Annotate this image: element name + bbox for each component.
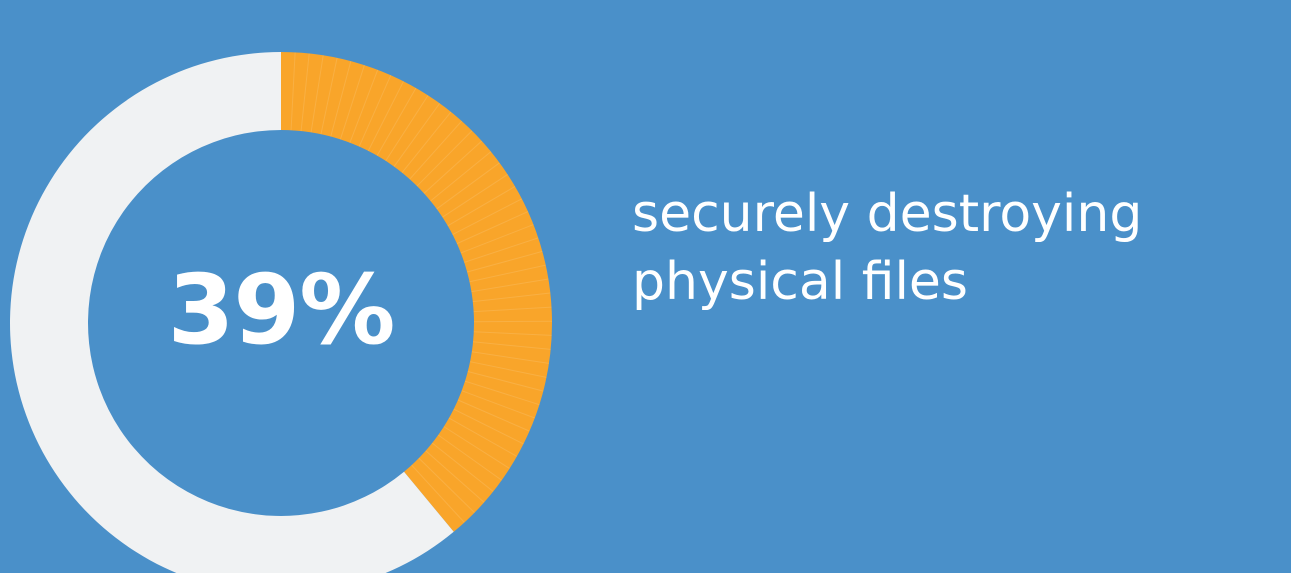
donut-segment-line xyxy=(430,151,492,202)
donut-segment-line xyxy=(409,120,463,180)
donut-segment-line xyxy=(401,111,452,173)
donut-segment-line xyxy=(349,69,379,143)
donut-segment-line xyxy=(464,380,540,406)
donut-segment-line xyxy=(471,278,549,293)
donut-segment-line xyxy=(464,237,539,263)
donut-segment-line xyxy=(471,351,550,364)
donut-segment-line xyxy=(300,53,310,132)
donut-segment-line xyxy=(367,81,404,152)
donut-segment-line xyxy=(411,464,465,523)
donut-segment-line xyxy=(320,57,338,135)
donut-segment-line xyxy=(457,399,530,432)
donut-segment-line xyxy=(431,442,494,492)
donut-segment-line xyxy=(456,211,529,245)
donut-segment-line xyxy=(437,434,503,481)
percent-value-label: 39% xyxy=(167,254,396,366)
donut-segment-line xyxy=(443,426,510,469)
donut-slice-remainder xyxy=(10,52,454,573)
donut-segment-line xyxy=(418,457,475,514)
donut-segment-line xyxy=(461,390,535,419)
donut-segment-line xyxy=(467,250,543,273)
donut-segment-line xyxy=(447,186,516,227)
donut-segment-line xyxy=(442,174,508,218)
description-line-2: physical files xyxy=(632,252,968,312)
donut-segment-line xyxy=(376,87,417,156)
description-line-1: securely destroying xyxy=(632,184,1143,244)
donut-segment-line xyxy=(310,55,324,133)
donut-segment-line xyxy=(425,450,485,503)
donut-slice-highlight xyxy=(281,52,552,532)
donut-segment-line xyxy=(467,371,544,392)
donut-segment-line xyxy=(416,130,473,187)
donut-segment-line xyxy=(330,61,352,137)
donut-segment-line xyxy=(385,95,429,162)
donut-segment-line xyxy=(339,64,365,140)
donut-segment-line xyxy=(469,361,547,378)
donut-segment-line xyxy=(473,320,552,323)
donut-segment-line xyxy=(460,224,534,254)
donut-segment-line xyxy=(436,162,500,210)
donut-segment-line xyxy=(393,103,441,167)
donut-segment-line xyxy=(448,417,518,457)
donut-segment-line xyxy=(453,408,524,445)
donut-segment-line xyxy=(473,331,552,336)
donut-segment-line xyxy=(473,341,551,350)
donut-segment-line xyxy=(358,75,392,147)
donut-segment-line xyxy=(290,52,296,131)
donut-segment-line xyxy=(473,306,552,313)
donut-segment-line xyxy=(472,292,551,303)
donut-segment-line xyxy=(469,264,546,283)
donut-segment-line xyxy=(452,198,523,236)
donut-segment-line xyxy=(423,140,483,194)
stat-description: securely destroying physical files xyxy=(632,180,1282,316)
